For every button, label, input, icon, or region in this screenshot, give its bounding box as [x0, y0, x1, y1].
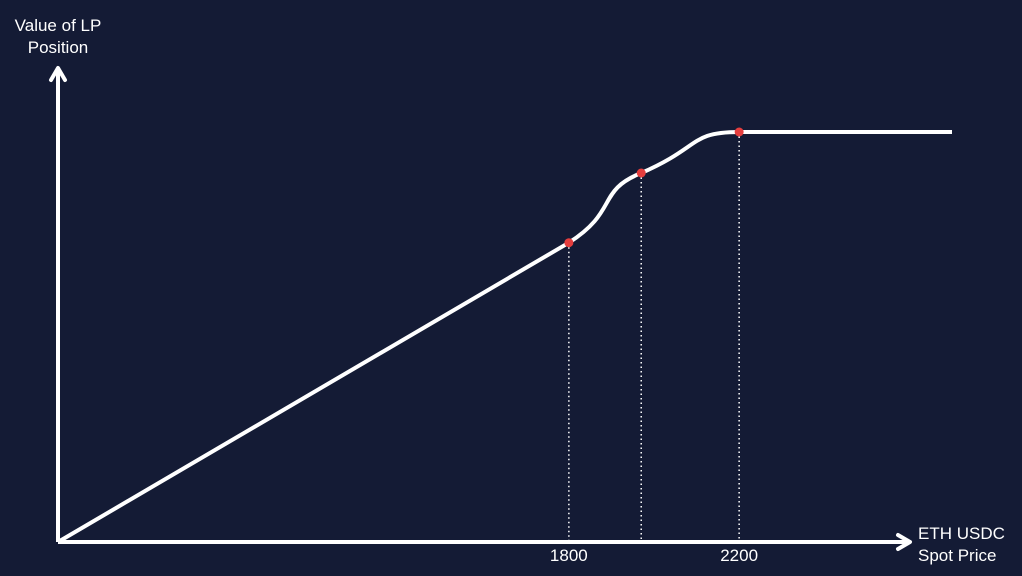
axes [49, 66, 912, 551]
data-point [734, 127, 744, 137]
data-point [564, 238, 574, 248]
x-tick-label: 2200 [720, 546, 759, 565]
guide-lines [568, 132, 740, 542]
x-tick-label: 1800 [549, 546, 588, 565]
y-axis-label-line-2: Position [27, 38, 89, 57]
y-axis-label: Value of LP Position [8, 15, 108, 59]
x-axis-label-line-2: Spot Price [918, 546, 997, 565]
x-axis-label: ETH USDC Spot Price [918, 523, 1018, 567]
x-axis-arrowhead [896, 533, 912, 551]
series-line [56, 130, 952, 544]
data-markers [564, 127, 744, 248]
y-axis-arrowhead [49, 66, 67, 82]
data-point [636, 168, 646, 178]
x-axis-label-line-1: ETH USDC [918, 524, 1005, 543]
y-axis-label-line-1: Value of LP [14, 16, 102, 35]
